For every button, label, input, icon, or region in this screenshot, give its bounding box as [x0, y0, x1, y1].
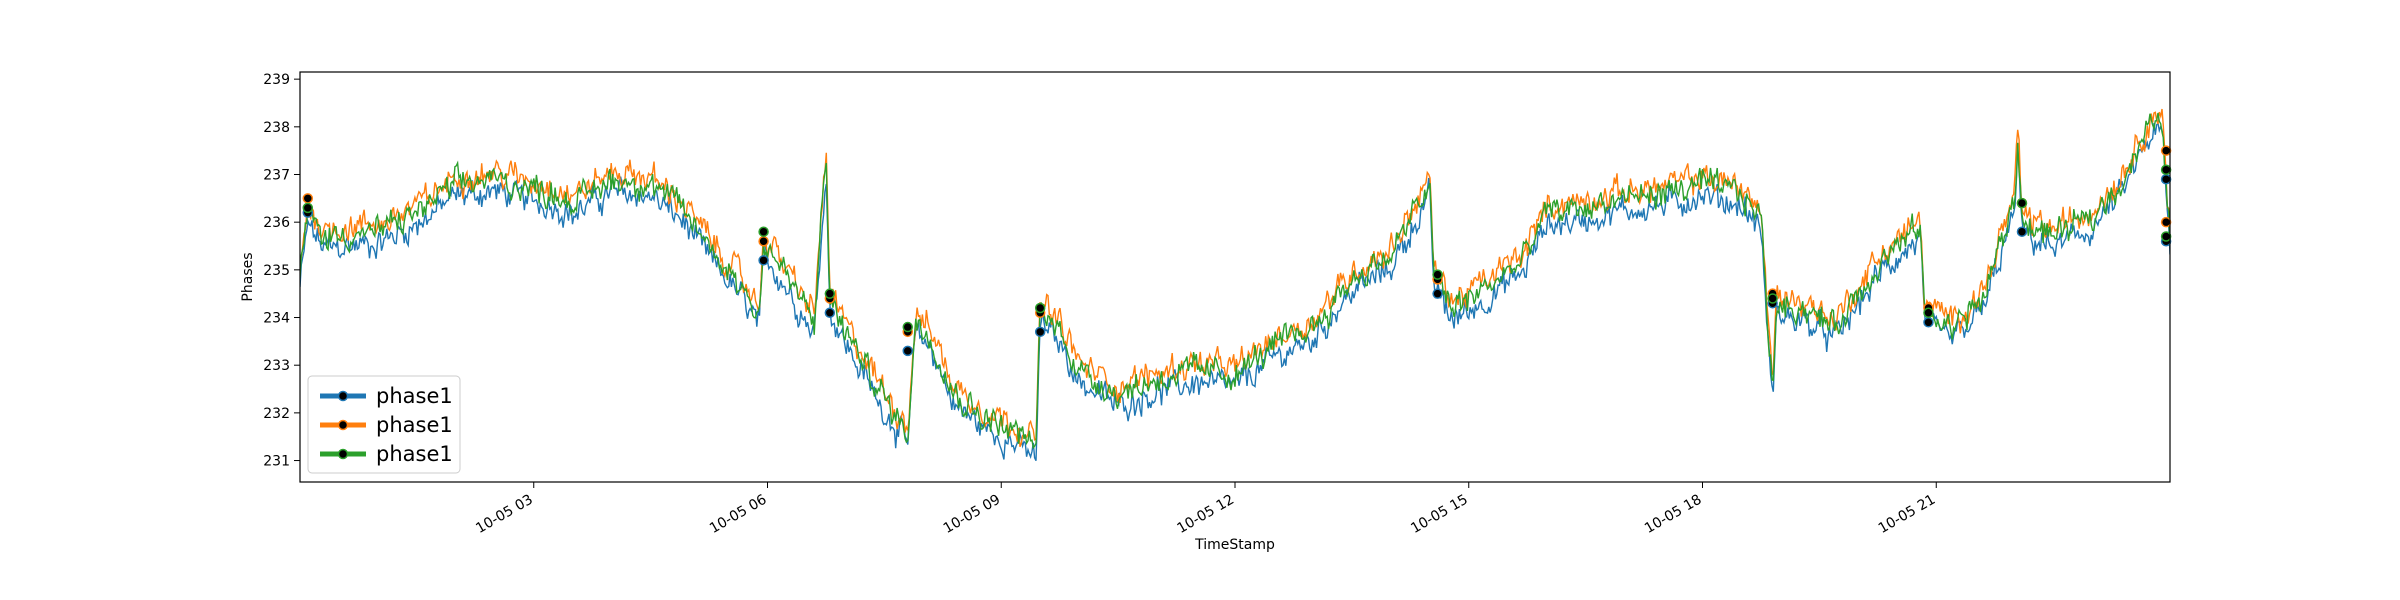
series-marker-3 — [758, 226, 769, 237]
series-marker-3 — [1034, 302, 1046, 314]
x-tick-label: 10-05 12 — [1174, 492, 1237, 537]
series-marker-1 — [2016, 226, 2028, 237]
series-line-3 — [300, 112, 2170, 450]
legend-marker — [337, 390, 349, 402]
series-marker-3 — [1767, 293, 1778, 304]
series-marker-3 — [2160, 164, 2172, 175]
y-tick-label: 239 — [263, 72, 290, 88]
legend-label: phase1 — [376, 413, 453, 437]
y-tick-label: 236 — [263, 215, 290, 231]
series-marker-2 — [2160, 145, 2172, 156]
y-tick-label: 237 — [263, 168, 290, 184]
series-marker-3 — [2160, 231, 2172, 242]
series-marker-2 — [302, 193, 314, 204]
series-marker-1 — [2160, 174, 2172, 185]
y-tick-label: 232 — [263, 406, 290, 422]
plot-area — [299, 71, 2171, 483]
x-tick-label: 10-05 09 — [941, 492, 1004, 537]
legend-marker — [337, 419, 349, 431]
x-tick-label: 10-05 03 — [473, 492, 536, 537]
series-marker-2 — [2160, 216, 2172, 228]
x-axis: 10-05 03 10-05 06 10-05 09 10-05 12 10-05 15… — [473, 482, 1938, 537]
series-marker-3 — [2016, 197, 2028, 209]
series-marker-3 — [1923, 307, 1934, 319]
series-marker-1 — [758, 255, 769, 266]
series-marker-1 — [1034, 326, 1046, 338]
series-marker-3 — [302, 202, 314, 214]
series-marker-1 — [1923, 317, 1934, 328]
series-marker-1 — [1432, 288, 1443, 299]
x-tick-label: 10-05 21 — [1876, 492, 1939, 537]
x-tick-label: 10-05 06 — [707, 492, 770, 537]
series-marker-2 — [758, 235, 769, 247]
legend-marker — [337, 448, 349, 460]
y-tick-label: 234 — [263, 311, 290, 327]
y-tick-label: 238 — [263, 120, 290, 136]
series-marker-3 — [824, 288, 836, 299]
legend-label: phase1 — [376, 442, 453, 466]
legend-label: phase1 — [376, 384, 453, 408]
x-axis-label: TimeStamp — [1194, 537, 1275, 553]
y-axis: 231 232 233 234 235 236 237 238 239 — [263, 72, 300, 470]
series-line-1 — [300, 121, 2170, 461]
y-axis-label: Phases — [240, 252, 256, 301]
series-marker-1 — [902, 345, 913, 357]
y-tick-label: 231 — [263, 454, 290, 470]
y-tick-label: 233 — [263, 358, 290, 374]
legend: phase1 phase1 phase1 — [307, 375, 461, 474]
x-tick-label: 10-05 18 — [1642, 492, 1705, 537]
y-tick-label: 235 — [263, 263, 290, 279]
series-lines — [300, 108, 2170, 461]
series-marker-1 — [824, 307, 836, 319]
series-marker-3 — [902, 321, 913, 333]
series-marker-3 — [1432, 269, 1443, 280]
x-tick-label: 10-05 15 — [1408, 492, 1471, 537]
series-line-2 — [300, 108, 2170, 448]
series-markers — [302, 145, 2172, 357]
